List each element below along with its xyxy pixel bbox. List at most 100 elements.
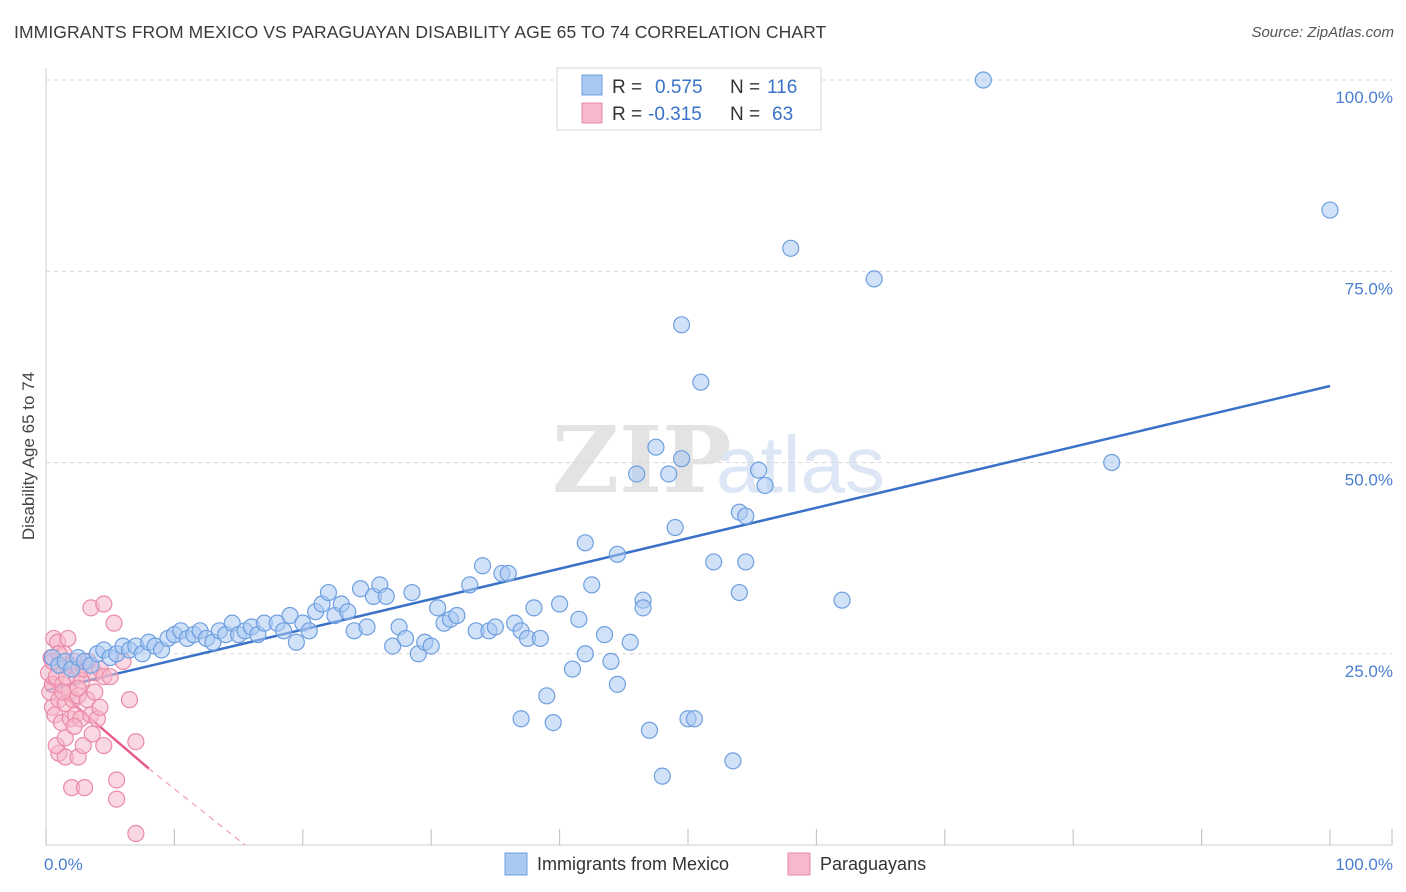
point-mexico — [602, 652, 620, 671]
watermark-atlas: atlas — [716, 420, 885, 509]
legend-r-label-pink: R = — [612, 104, 642, 125]
point-mexico — [628, 465, 646, 483]
point-mexico — [737, 553, 755, 571]
point-mexico — [351, 580, 370, 598]
point-mexico — [608, 545, 626, 563]
point-paraguayans — [54, 683, 72, 701]
point-mexico — [300, 622, 318, 640]
legend-swatch-pink — [581, 102, 603, 124]
point-mexico — [512, 710, 530, 728]
grid — [46, 79, 1392, 655]
y-tick-label: 100.0% — [1335, 88, 1393, 107]
axes — [45, 68, 1393, 846]
point-paraguayans — [86, 683, 104, 701]
point-mexico — [563, 660, 582, 678]
point-paraguayans — [83, 725, 101, 743]
series-legend: Immigrants from Mexico Paraguayans — [504, 852, 926, 876]
point-mexico — [319, 583, 338, 602]
x-tick-label: 0.0% — [44, 855, 83, 874]
point-mexico — [499, 564, 517, 583]
point-paraguayans — [91, 698, 109, 716]
point-mexico — [486, 618, 504, 636]
point-mexico — [653, 767, 671, 785]
point-mexico — [287, 633, 305, 651]
point-paraguayans — [120, 691, 139, 709]
point-mexico — [730, 583, 748, 602]
y-axis-label: Disability Age 65 to 74 — [19, 372, 38, 540]
point-mexico — [595, 626, 614, 644]
point-paraguayans — [69, 679, 87, 697]
legend-r-value-blue: 0.575 — [655, 77, 703, 98]
point-mexico — [544, 713, 562, 732]
legend-r-label-blue: R = — [612, 77, 642, 98]
point-mexico — [448, 606, 466, 625]
point-mexico — [660, 465, 678, 483]
y-tick-labels: 25.0% 50.0% 75.0% 100.0% — [1335, 88, 1393, 681]
point-mexico — [750, 461, 768, 479]
point-mexico — [1103, 453, 1121, 472]
point-mexico — [339, 603, 357, 621]
point-paraguayans — [56, 729, 74, 747]
point-paraguayans — [127, 824, 145, 843]
point-paraguayans — [65, 717, 83, 736]
point-mexico — [692, 373, 710, 391]
point-mexico — [724, 752, 742, 770]
point-paraguayans — [59, 629, 77, 648]
legend-n-label-blue: N = — [730, 77, 760, 98]
point-mexico — [634, 599, 652, 617]
point-mexico — [782, 239, 800, 257]
point-paraguayans — [108, 790, 126, 808]
point-mexico — [647, 438, 665, 456]
point-mexico — [570, 610, 588, 628]
point-mexico — [672, 316, 691, 334]
point-mexico — [737, 507, 755, 525]
point-paraguayans — [105, 614, 123, 632]
point-mexico — [403, 583, 421, 602]
point-mexico — [685, 710, 704, 728]
point-mexico — [756, 476, 774, 495]
point-mexico — [377, 587, 395, 605]
point-mexico — [531, 629, 549, 648]
point-mexico — [281, 606, 299, 625]
y-tick-label: 75.0% — [1345, 279, 1393, 298]
point-mexico — [473, 557, 492, 575]
point-mexico — [422, 637, 440, 655]
series-legend-label-mexico: Immigrants from Mexico — [537, 854, 729, 874]
point-mexico — [576, 645, 594, 663]
point-paraguayans — [75, 779, 94, 797]
point-mexico — [384, 637, 402, 655]
point-paraguayans — [95, 736, 113, 755]
point-paraguayans — [108, 771, 126, 789]
series-legend-swatch-mexico — [504, 852, 528, 876]
point-mexico — [396, 629, 415, 648]
point-mexico — [865, 270, 883, 288]
y-tick-label: 25.0% — [1345, 662, 1393, 681]
point-mexico — [833, 591, 851, 609]
point-mexico — [358, 618, 376, 636]
point-mexico — [429, 599, 447, 617]
point-mexico — [461, 576, 479, 594]
y-tick-label: 50.0% — [1345, 471, 1393, 490]
x-tick-labels: 0.0% 100.0% — [44, 855, 1393, 874]
point-paraguayans — [127, 733, 145, 751]
point-mexico — [576, 534, 594, 552]
point-mexico — [608, 675, 626, 693]
point-mexico — [621, 633, 639, 651]
point-paraguayans — [95, 595, 113, 613]
point-mexico — [1321, 201, 1339, 219]
point-mexico — [705, 553, 723, 571]
point-mexico — [666, 518, 684, 537]
watermark-zip: ZIP — [552, 406, 731, 514]
point-mexico — [640, 721, 659, 739]
point-mexico — [274, 622, 293, 640]
point-mexico — [583, 576, 601, 594]
point-mexico — [672, 450, 691, 468]
watermark: ZIP atlas — [552, 406, 885, 514]
legend-n-label-pink: N = — [730, 104, 760, 125]
point-paraguayans — [74, 736, 92, 755]
legend-r-value-pink: -0.315 — [648, 104, 702, 125]
x-tick-label: 100.0% — [1335, 855, 1393, 874]
trend-line-paraguayans-extension — [148, 768, 246, 846]
point-mexico — [550, 595, 569, 613]
